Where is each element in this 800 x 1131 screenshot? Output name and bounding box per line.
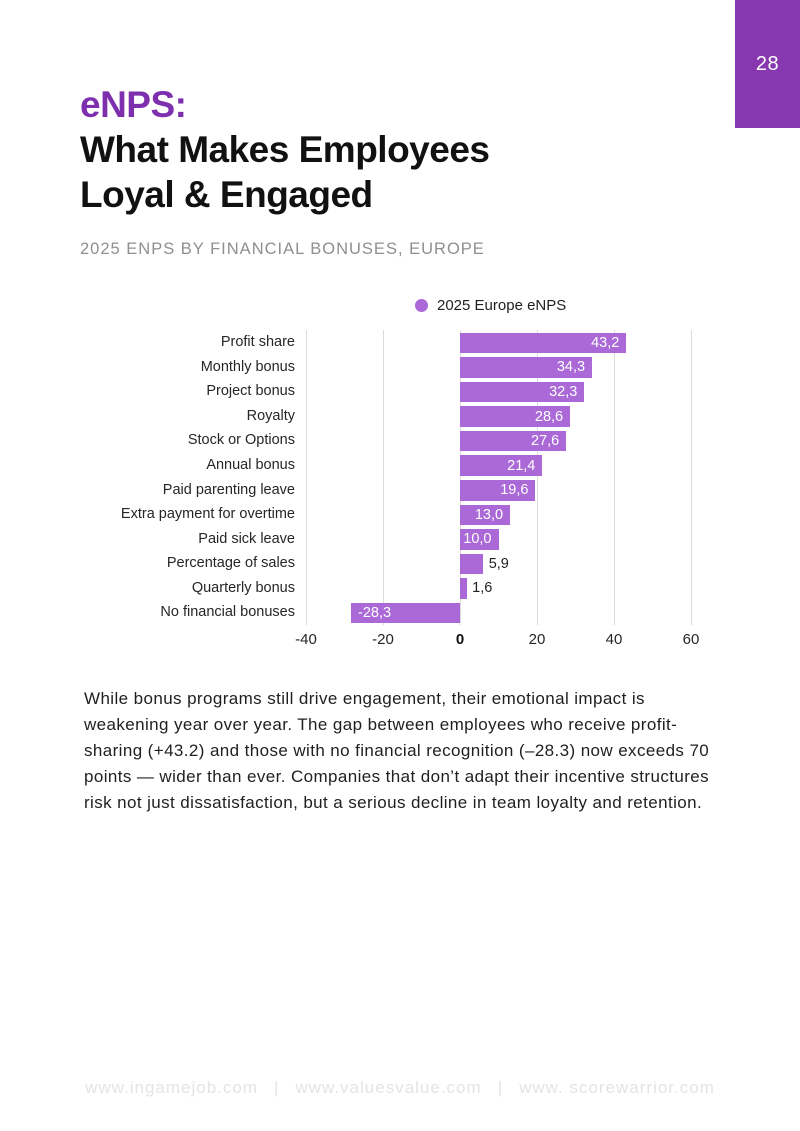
value-label: 43,2	[591, 334, 620, 351]
value-label: 32,3	[549, 383, 578, 400]
category-label: Royalty	[246, 407, 295, 424]
bar: 21,4	[460, 455, 543, 476]
footer-separator: |	[497, 1078, 504, 1097]
category-label: No financial bonuses	[160, 604, 295, 621]
category-labels: Profit share Monthly bonus Project bonus Ro…	[60, 330, 295, 625]
legend-label: 2025 Europe eNPS	[437, 297, 567, 314]
gridline	[383, 330, 384, 625]
page-number-badge: 28	[735, 0, 800, 128]
category-label: Paid parenting leave	[162, 481, 295, 498]
page-title: eNPS: What Makes Employees Loyal & Engag…	[80, 82, 490, 217]
category-label: Annual bonus	[206, 456, 295, 473]
gridline	[537, 330, 538, 625]
value-label: 21,4	[507, 457, 536, 474]
chart-subtitle: 2025 ENPS BY FINANCIAL BONUSES, EUROPE	[80, 240, 485, 258]
category-label: Percentage of sales	[166, 555, 295, 572]
gridline	[306, 330, 307, 625]
category-label: Project bonus	[206, 383, 295, 400]
category-label: Extra payment for overtime	[120, 506, 295, 523]
bar: 27,6	[460, 430, 567, 452]
title-line-2: What Makes Employees	[80, 129, 490, 170]
x-tick-label: -40	[295, 631, 317, 648]
bar	[460, 578, 467, 599]
bar: 13,0	[460, 504, 511, 526]
x-tick-label: 20	[528, 631, 546, 648]
value-label: 27,6	[531, 433, 560, 450]
value-label: 1,6	[472, 580, 493, 597]
page-number: 28	[755, 52, 780, 75]
x-tick-label: 0	[455, 631, 465, 648]
x-tick-label: -20	[372, 631, 394, 648]
title-accent: eNPS:	[80, 84, 187, 125]
bar	[460, 553, 483, 575]
gridline	[614, 330, 615, 625]
x-tick-label: 40	[605, 631, 623, 648]
value-label: 28,6	[534, 408, 564, 425]
value-label: 13,0	[474, 506, 504, 523]
category-label: Profit share	[220, 334, 295, 350]
value-label: 10,0	[463, 531, 492, 548]
page-footer: www.ingamejob.com | www.valuesvalue.com | ww…	[0, 1078, 800, 1098]
category-label: Quarterly bonus	[191, 579, 295, 596]
bar: 19,6	[460, 480, 536, 501]
bar: 32,3	[460, 381, 585, 403]
footer-link: www.valuesvalue.com	[295, 1078, 482, 1097]
value-label: 5,9	[488, 555, 509, 572]
footer-link: www.ingamejob.com	[85, 1078, 259, 1097]
title-line-3: Loyal & Engaged	[80, 174, 373, 215]
bar: -28,3	[351, 602, 460, 624]
category-label: Monthly bonus	[200, 358, 295, 375]
footer-link: www. scorewarrior.com	[519, 1078, 715, 1097]
x-tick-label: 60	[682, 631, 700, 648]
value-label: 19,6	[500, 482, 529, 499]
category-label: Stock or Options	[187, 432, 295, 449]
bar: 10,0	[460, 529, 499, 550]
bar: 28,6	[460, 406, 571, 427]
bar: 34,3	[460, 357, 593, 378]
category-label: Paid sick leave	[198, 530, 295, 547]
footer-separator: |	[274, 1078, 280, 1097]
value-label: 34,3	[556, 359, 586, 376]
bar: 43,2	[460, 332, 627, 353]
gridline	[460, 330, 461, 625]
bar-chart-plot: -40 -20 0 20 40 60 43,2 34,3 32,3 28,6 27,6 21,4 19,…	[295, 330, 699, 648]
legend-dot-icon	[415, 299, 428, 312]
gridline	[691, 330, 692, 625]
value-label: -28,3	[358, 605, 392, 622]
commentary-paragraph: While bonus programs still drive engagem…	[84, 689, 710, 812]
chart-legend: 2025 Europe eNPS	[415, 297, 566, 314]
